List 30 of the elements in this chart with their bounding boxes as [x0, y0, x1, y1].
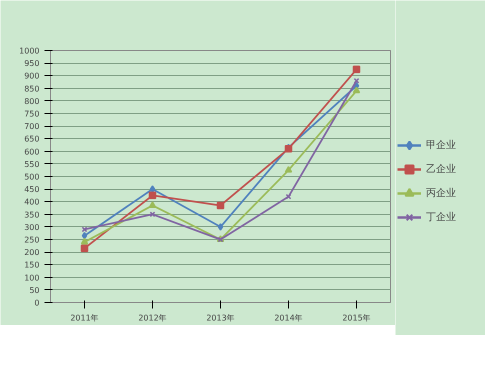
legend-label: 甲企业 — [426, 138, 456, 152]
legend-label: 丙企业 — [426, 186, 456, 200]
y-tick-label: 450 — [24, 185, 40, 194]
y-tick-label: 1000 — [19, 46, 40, 56]
legend-label: 丁企业 — [426, 210, 456, 224]
x-tick-label: 2014年 — [274, 314, 303, 322]
y-tick-label: 50 — [29, 286, 40, 295]
y-tick-label: 650 — [24, 134, 40, 144]
legend-label: 乙企业 — [426, 162, 456, 176]
y-tick-label: 550 — [24, 160, 40, 169]
y-tick-label: 800 — [24, 96, 40, 106]
x-tick-label: 2011年 — [70, 314, 99, 322]
y-tick-label: 500 — [24, 172, 40, 182]
x-tick-label: 2012年 — [138, 314, 167, 322]
y-tick-label: 700 — [24, 122, 40, 132]
y-tick-label: 900 — [24, 72, 40, 81]
y-tick-label: 600 — [24, 147, 40, 156]
y-tick-label: 200 — [24, 248, 40, 258]
y-tick-label: 250 — [24, 236, 40, 244]
y-tick-label: 300 — [24, 222, 40, 232]
y-tick-label: 400 — [24, 198, 40, 207]
y-tick-label: 850 — [24, 84, 40, 94]
y-tick-label: 350 — [24, 210, 40, 220]
x-tick-label: 2013年 — [206, 314, 235, 322]
y-tick-label: 100 — [24, 273, 40, 282]
y-tick-label: 750 — [24, 110, 40, 118]
y-tick-label: 150 — [24, 260, 40, 270]
y-tick-label: 0 — [34, 298, 40, 308]
y-tick-label: 950 — [24, 59, 40, 68]
x-tick-label: 2015年 — [342, 314, 371, 322]
